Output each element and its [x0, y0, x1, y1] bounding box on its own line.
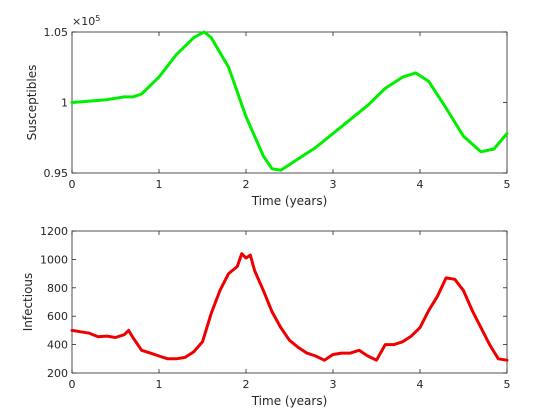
series-infectious-line: [70, 252, 509, 362]
x-tick-label: 3: [330, 178, 337, 191]
series-susceptibles-line: [70, 30, 509, 172]
x-tick-label: 5: [504, 378, 511, 391]
y-tick-label: 600: [47, 310, 68, 323]
y-tick-label: 1200: [40, 225, 68, 238]
y-tick-label: 400: [47, 339, 68, 352]
axes-frame-bottom: [71, 230, 508, 374]
x-axis-label-top: Time (years): [251, 194, 328, 208]
x-tick-label: 3: [330, 378, 337, 391]
y-tick-label: 1.05: [44, 26, 69, 39]
x-tick-label: 1: [156, 378, 163, 391]
y-ticks-bottom: 200 400 600 800 1000 1200: [40, 225, 507, 380]
y-tick-label: 0.95: [44, 167, 69, 180]
x-tick-label: 0: [69, 178, 76, 191]
y-axis-exponent: ×105: [72, 14, 100, 28]
y-ticks-top: 0.95 1 1.05: [44, 26, 507, 180]
exponent-power: 5: [95, 14, 100, 23]
x-tick-label: 4: [417, 378, 424, 391]
x-axis-label-bottom: Time (years): [251, 394, 328, 408]
y-tick-label: 800: [47, 282, 68, 295]
y-axis-label-bottom: Infectious: [21, 273, 35, 332]
y-tick-label: 1: [61, 97, 68, 110]
x-tick-label: 1: [156, 178, 163, 191]
x-ticks-bottom: 0 1 2 3 4 5: [69, 231, 511, 391]
x-ticks-top: 0 1 2 3 4 5: [69, 32, 511, 191]
x-tick-label: 0: [69, 378, 76, 391]
x-tick-label: 5: [504, 178, 511, 191]
y-tick-label: 1000: [40, 253, 68, 266]
y-tick-label: 200: [47, 367, 68, 380]
x-tick-label: 4: [417, 178, 424, 191]
y-axis-label-top: Susceptibles: [25, 65, 39, 141]
x-tick-label: 2: [243, 178, 250, 191]
chart-bottom: Time (years) Infectious 0 1 2 3 4 5 200 400 600…: [21, 225, 511, 408]
exponent-base: ×10: [72, 15, 95, 28]
x-tick-label: 2: [243, 378, 250, 391]
